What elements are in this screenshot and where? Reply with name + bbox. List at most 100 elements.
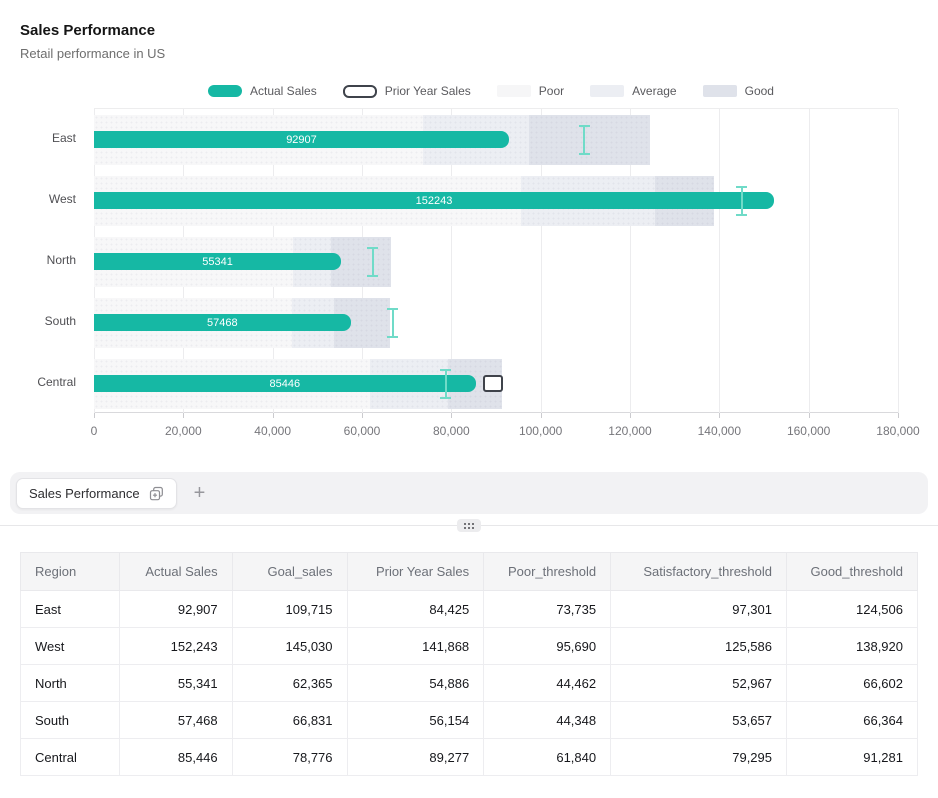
value-cell[interactable]: 79,295 — [611, 739, 787, 776]
value-cell[interactable]: 53,657 — [611, 702, 787, 739]
bar-value-label: 152243 — [416, 195, 453, 207]
value-cell[interactable]: 138,920 — [787, 628, 918, 665]
region-cell[interactable]: East — [21, 591, 120, 628]
goal-marker[interactable] — [372, 248, 374, 276]
table-row: North55,34162,36554,88644,46252,96766,60… — [21, 665, 918, 702]
bar-value-label: 55341 — [202, 256, 233, 268]
legend-item-actual-sales: Actual Sales — [208, 84, 317, 98]
goal-marker-cap — [579, 153, 590, 155]
goal-marker[interactable] — [741, 187, 743, 215]
value-cell[interactable]: 44,348 — [484, 702, 611, 739]
actual-sales-bar[interactable]: 57468 — [94, 314, 351, 331]
bar-value-label: 85446 — [270, 378, 301, 390]
average-swatch — [590, 85, 624, 97]
prior-year-marker[interactable] — [483, 375, 503, 392]
value-cell[interactable]: 141,868 — [347, 628, 484, 665]
value-cell[interactable]: 56,154 — [347, 702, 484, 739]
value-cell[interactable]: 91,281 — [787, 739, 918, 776]
value-cell[interactable]: 145,030 — [232, 628, 347, 665]
good-swatch — [703, 85, 737, 97]
goal-marker[interactable] — [445, 370, 447, 398]
legend-label: Good — [745, 84, 774, 98]
x-tick-label: 40,000 — [254, 424, 291, 438]
value-cell[interactable]: 52,967 — [611, 665, 787, 702]
column-header: Poor_threshold — [484, 553, 611, 591]
value-cell[interactable]: 66,831 — [232, 702, 347, 739]
category-label: Central — [37, 375, 76, 389]
tab-sales-performance[interactable]: Sales Performance — [16, 478, 177, 509]
legend-item-good: Good — [703, 84, 774, 98]
value-cell[interactable]: 152,243 — [119, 628, 232, 665]
threshold-band-good — [529, 115, 651, 165]
gridline — [719, 109, 720, 414]
bullet-chart: EastWestNorthSouthCentral 92907152243553… — [0, 108, 938, 448]
legend-item-prior-year-sales: Prior Year Sales — [343, 84, 471, 98]
actual-sales-bar[interactable]: 152243 — [94, 192, 774, 209]
column-header: Prior Year Sales — [347, 553, 484, 591]
page-title: Sales Performance — [20, 22, 165, 39]
value-cell[interactable]: 84,425 — [347, 591, 484, 628]
value-cell[interactable]: 57,468 — [119, 702, 232, 739]
value-cell[interactable]: 62,365 — [232, 665, 347, 702]
legend-item-poor: Poor — [497, 84, 564, 98]
x-tick-label: 0 — [91, 424, 98, 438]
x-tick-label: 160,000 — [787, 424, 830, 438]
table-body: East92,907109,71584,42573,73597,301124,5… — [21, 591, 918, 776]
x-tick-label: 180,000 — [876, 424, 919, 438]
drag-handle[interactable] — [457, 519, 481, 532]
legend-label: Poor — [539, 84, 564, 98]
value-cell[interactable]: 92,907 — [119, 591, 232, 628]
panel-divider — [0, 525, 938, 526]
duplicate-icon[interactable] — [149, 486, 164, 501]
bar-value-label: 92907 — [286, 134, 317, 146]
region-cell[interactable]: South — [21, 702, 120, 739]
legend-label: Actual Sales — [250, 84, 317, 98]
region-cell[interactable]: West — [21, 628, 120, 665]
value-cell[interactable]: 124,506 — [787, 591, 918, 628]
table-row: Central85,44678,77689,27761,84079,29591,… — [21, 739, 918, 776]
goal-marker-cap — [367, 247, 378, 249]
goal-marker-cap — [387, 308, 398, 310]
value-cell[interactable]: 97,301 — [611, 591, 787, 628]
region-cell[interactable]: North — [21, 665, 120, 702]
value-cell[interactable]: 85,446 — [119, 739, 232, 776]
axis-tick — [719, 413, 720, 418]
value-cell[interactable]: 78,776 — [232, 739, 347, 776]
goal-marker[interactable] — [392, 309, 394, 337]
value-cell[interactable]: 109,715 — [232, 591, 347, 628]
x-tick-label: 20,000 — [165, 424, 202, 438]
column-header: Good_threshold — [787, 553, 918, 591]
bar-value-label: 57468 — [207, 317, 238, 329]
goal-marker-cap — [440, 369, 451, 371]
chart-header: Sales Performance Retail performance in … — [20, 22, 165, 61]
goal-marker[interactable] — [583, 126, 585, 154]
table-row: East92,907109,71584,42573,73597,301124,5… — [21, 591, 918, 628]
actual-sales-bar[interactable]: 92907 — [94, 131, 509, 148]
value-cell[interactable]: 125,586 — [611, 628, 787, 665]
x-tick-label: 140,000 — [698, 424, 741, 438]
goal-marker-cap — [579, 125, 590, 127]
actual-sales-bar[interactable]: 85446 — [94, 375, 476, 392]
value-cell[interactable]: 73,735 — [484, 591, 611, 628]
add-tab-button[interactable]: + — [194, 483, 206, 503]
data-table: RegionActual SalesGoal_salesPrior Year S… — [20, 552, 918, 776]
value-cell[interactable]: 66,602 — [787, 665, 918, 702]
actual-sales-swatch — [208, 85, 242, 97]
value-cell[interactable]: 44,462 — [484, 665, 611, 702]
value-cell[interactable]: 55,341 — [119, 665, 232, 702]
gridline — [809, 109, 810, 414]
actual-sales-bar[interactable]: 55341 — [94, 253, 341, 270]
tab-label: Sales Performance — [29, 486, 140, 501]
value-cell[interactable]: 66,364 — [787, 702, 918, 739]
value-cell[interactable]: 95,690 — [484, 628, 611, 665]
x-tick-label: 60,000 — [344, 424, 381, 438]
chart-legend: Actual Sales Prior Year Sales Poor Avera… — [208, 84, 800, 98]
legend-item-average: Average — [590, 84, 676, 98]
value-cell[interactable]: 89,277 — [347, 739, 484, 776]
column-header: Goal_sales — [232, 553, 347, 591]
axis-tick — [630, 413, 631, 418]
region-cell[interactable]: Central — [21, 739, 120, 776]
value-cell[interactable]: 61,840 — [484, 739, 611, 776]
goal-marker-cap — [736, 214, 747, 216]
value-cell[interactable]: 54,886 — [347, 665, 484, 702]
